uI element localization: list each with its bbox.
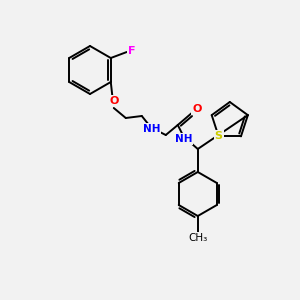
Text: S: S xyxy=(214,131,223,141)
Text: O: O xyxy=(192,104,202,114)
Text: NH: NH xyxy=(175,134,193,144)
Text: O: O xyxy=(109,96,119,106)
Text: F: F xyxy=(128,46,136,56)
Text: CH₃: CH₃ xyxy=(188,233,207,243)
Text: NH: NH xyxy=(143,124,160,134)
